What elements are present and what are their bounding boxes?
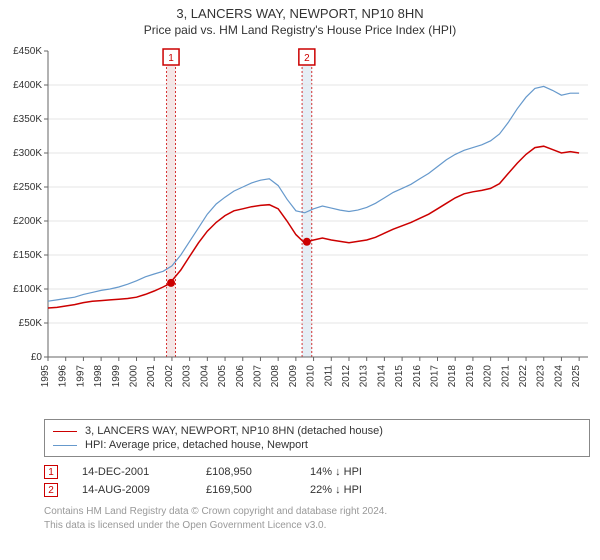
xtick-label: 2012 <box>341 365 352 388</box>
ytick-label: £300K <box>13 148 42 159</box>
xtick-label: 2019 <box>465 365 476 388</box>
xtick-label: 2008 <box>270 365 281 388</box>
xtick-label: 2014 <box>376 365 387 388</box>
sale-point <box>167 279 175 287</box>
legend-item: HPI: Average price, detached house, Newp… <box>53 438 581 452</box>
ytick-label: £0 <box>31 352 43 363</box>
sale-marker-label: 2 <box>304 53 310 64</box>
sale-price: £169,500 <box>206 484 286 496</box>
xtick-label: 1999 <box>111 365 122 388</box>
xtick-label: 2005 <box>217 365 228 388</box>
sale-marker: 2 <box>44 483 58 497</box>
xtick-label: 2018 <box>447 365 458 388</box>
sale-band <box>302 51 312 357</box>
legend: 3, LANCERS WAY, NEWPORT, NP10 8HN (detac… <box>44 419 590 457</box>
xtick-label: 2007 <box>252 365 263 388</box>
title-main: 3, LANCERS WAY, NEWPORT, NP10 8HN <box>0 6 600 21</box>
xtick-label: 1995 <box>40 365 51 388</box>
ytick-label: £350K <box>13 114 42 125</box>
xtick-label: 2010 <box>306 365 317 388</box>
sale-date: 14-AUG-2009 <box>82 484 182 496</box>
footer: Contains HM Land Registry data © Crown c… <box>44 505 590 532</box>
xtick-label: 2021 <box>500 365 511 388</box>
xtick-label: 2023 <box>536 365 547 388</box>
legend-swatch <box>53 445 77 446</box>
xtick-label: 2009 <box>288 365 299 388</box>
sale-marker-label: 1 <box>168 53 174 64</box>
xtick-label: 2003 <box>182 365 193 388</box>
xtick-label: 2020 <box>483 365 494 388</box>
sale-row: 2 14-AUG-2009 £169,500 22% ↓ HPI <box>44 481 590 499</box>
title-sub: Price paid vs. HM Land Registry's House … <box>0 23 600 37</box>
xtick-label: 2016 <box>412 365 423 388</box>
chart-container: 3, LANCERS WAY, NEWPORT, NP10 8HN Price … <box>0 0 600 532</box>
legend-label: HPI: Average price, detached house, Newp… <box>85 439 308 451</box>
sale-row: 1 14-DEC-2001 £108,950 14% ↓ HPI <box>44 463 590 481</box>
xtick-label: 2025 <box>571 365 582 388</box>
xtick-label: 2017 <box>430 365 441 388</box>
legend-swatch <box>53 431 77 432</box>
xtick-label: 2024 <box>553 365 564 388</box>
footer-line: Contains HM Land Registry data © Crown c… <box>44 505 590 519</box>
ytick-label: £150K <box>13 250 42 261</box>
xtick-label: 2013 <box>359 365 370 388</box>
sale-hpi: 14% ↓ HPI <box>310 466 390 478</box>
xtick-label: 2002 <box>164 365 175 388</box>
chart-area: £0 £50K £100K £150K £200K £250K £300K £350K £400… <box>0 43 600 413</box>
ytick-label: £400K <box>13 80 42 91</box>
ytick-label: £50K <box>19 318 43 329</box>
sales-list: 1 14-DEC-2001 £108,950 14% ↓ HPI 2 14-AUG-200… <box>44 463 590 499</box>
legend-label: 3, LANCERS WAY, NEWPORT, NP10 8HN (detac… <box>85 425 383 437</box>
xtick-label: 2000 <box>129 365 140 388</box>
sale-price: £108,950 <box>206 466 286 478</box>
sale-marker: 1 <box>44 465 58 479</box>
ytick-label: £200K <box>13 216 42 227</box>
xtick-label: 1996 <box>58 365 69 388</box>
xtick-label: 1998 <box>93 365 104 388</box>
xtick-label: 2015 <box>394 365 405 388</box>
xtick-label: 1997 <box>75 365 86 388</box>
chart-svg: £0 £50K £100K £150K £200K £250K £300K £350K £400… <box>0 43 600 413</box>
xtick-label: 2004 <box>199 365 210 388</box>
xtick-label: 2006 <box>235 365 246 388</box>
titles: 3, LANCERS WAY, NEWPORT, NP10 8HN Price … <box>0 0 600 37</box>
footer-line: This data is licensed under the Open Gov… <box>44 519 590 533</box>
ytick-label: £450K <box>13 46 42 57</box>
xtick-label: 2001 <box>146 365 157 388</box>
xtick-label: 2022 <box>518 365 529 388</box>
legend-item: 3, LANCERS WAY, NEWPORT, NP10 8HN (detac… <box>53 424 581 438</box>
ytick-label: £100K <box>13 284 42 295</box>
ytick-label: £250K <box>13 182 42 193</box>
sale-hpi: 22% ↓ HPI <box>310 484 390 496</box>
sale-band <box>167 51 176 357</box>
xtick-label: 2011 <box>323 365 334 387</box>
sale-point <box>303 238 311 246</box>
sale-date: 14-DEC-2001 <box>82 466 182 478</box>
